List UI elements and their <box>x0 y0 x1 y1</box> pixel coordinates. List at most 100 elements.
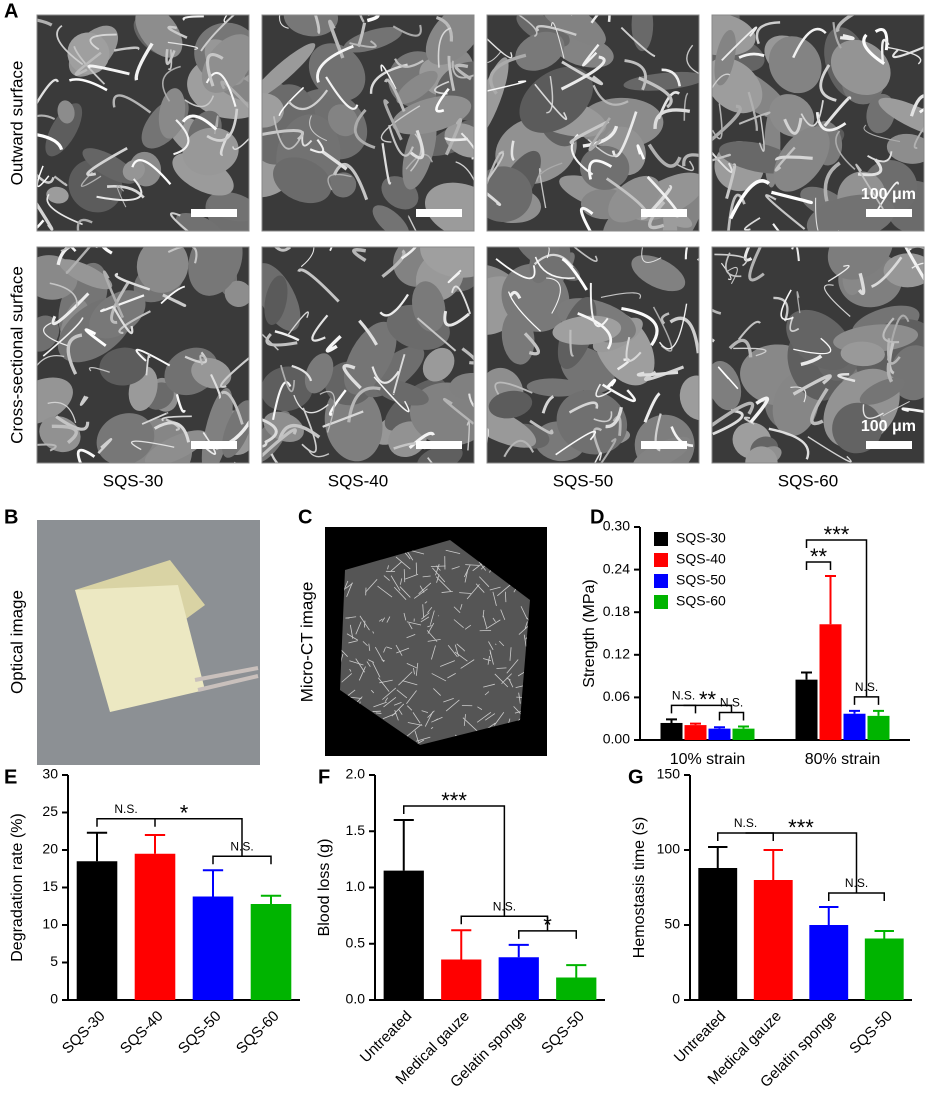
significance-bracket <box>670 704 697 714</box>
sem-edge <box>394 58 424 68</box>
significance-label: ** <box>810 544 828 569</box>
sem-edge <box>468 393 474 409</box>
sem-edge <box>316 44 354 83</box>
sem-edge <box>800 100 824 127</box>
microct-fiber <box>407 722 423 726</box>
sem-edge <box>60 247 73 252</box>
microct-fiber <box>406 621 422 626</box>
sem-sheet <box>487 57 509 139</box>
microct-fiber <box>427 638 441 642</box>
microct-fiber <box>500 609 506 621</box>
microct-fiber <box>466 584 480 600</box>
sem-edge <box>55 415 90 431</box>
sem-edge <box>712 151 733 174</box>
microct-fiber <box>398 671 413 686</box>
sem-edge <box>262 418 278 444</box>
sem-edge <box>311 314 329 342</box>
sem-edge <box>262 428 297 458</box>
microct-fiber <box>483 615 488 628</box>
y-axis-label: Degradation rate (%) <box>9 813 26 962</box>
sem-edge <box>220 356 249 388</box>
sem-edge <box>611 111 638 158</box>
sem-edge <box>863 124 901 143</box>
significance-label: N.S. <box>672 689 695 703</box>
sem-sheet <box>324 384 383 462</box>
sem-edge <box>287 89 329 111</box>
sem-edge <box>56 247 98 266</box>
sem-sheet <box>201 34 249 93</box>
sem-edge <box>184 351 208 364</box>
sem-edge <box>232 137 249 151</box>
microct-fiber <box>346 582 353 597</box>
sem-edge <box>862 33 886 66</box>
error-bar <box>819 906 839 925</box>
sem-edge <box>206 108 239 142</box>
microct-fiber <box>524 621 528 629</box>
sem-edge <box>358 319 379 346</box>
microct-fiber <box>430 727 434 729</box>
x-tick-label: 10% strain <box>670 751 746 768</box>
sem-sheet <box>57 100 75 124</box>
sem-sheet <box>122 159 145 181</box>
legend-label: SQS-30 <box>676 530 726 546</box>
sem-edge <box>647 143 682 168</box>
sem-edge <box>880 38 890 63</box>
sem-sheet <box>712 360 742 411</box>
sem-edge <box>384 78 406 112</box>
microct-label: Micro-CT image <box>297 582 316 703</box>
sem-edge <box>503 439 535 458</box>
sem-edge <box>712 103 723 140</box>
sem-edge <box>286 311 309 336</box>
sem-sheet <box>136 247 189 293</box>
sem-edge <box>153 421 191 443</box>
microct-fiber <box>445 699 460 712</box>
sem-edge <box>68 78 108 92</box>
sem-edge <box>37 78 59 105</box>
microct-fiber <box>485 619 501 630</box>
microct-fiber <box>465 564 479 566</box>
sem-edge <box>110 281 130 324</box>
microct-fiber <box>464 624 472 630</box>
microct-fiber <box>393 586 407 600</box>
sem-edge <box>546 277 561 314</box>
sem-edge <box>487 80 527 92</box>
sem-edge <box>173 119 190 156</box>
y-tick-label: 10 <box>42 916 58 932</box>
scale-bar <box>416 441 462 449</box>
sem-frame <box>36 14 250 232</box>
microct-fiber <box>460 659 475 669</box>
error-bar <box>738 725 749 729</box>
sem-edge <box>536 162 563 182</box>
microct-fiber <box>454 651 468 662</box>
microct-fiber <box>402 680 418 686</box>
sem-edge <box>170 212 190 231</box>
error-bar <box>144 834 166 854</box>
sem-edge <box>569 329 575 357</box>
microct-fiber <box>364 620 366 628</box>
sem-sheet <box>577 97 664 149</box>
sem-edge <box>658 303 688 350</box>
microct-fiber <box>498 640 505 647</box>
bar <box>843 713 866 740</box>
sem-edge <box>874 181 899 214</box>
microct-fiber <box>362 641 368 647</box>
sem-edge <box>359 15 365 23</box>
sem-sheet <box>67 32 110 75</box>
panel-letter: G <box>628 766 644 788</box>
sem-edge <box>112 306 134 335</box>
sem-edge <box>466 421 470 451</box>
sem-edge <box>835 130 856 170</box>
sem-edge <box>643 392 661 423</box>
sem-frame <box>486 14 700 232</box>
sem-edge <box>86 147 128 177</box>
sem-sheet <box>343 321 397 395</box>
sem-edge <box>116 184 127 208</box>
scale-bar <box>191 209 237 217</box>
sem-edge <box>661 68 681 87</box>
sem-edge <box>815 111 847 132</box>
sem-edge <box>134 42 154 81</box>
sem-edge <box>200 15 236 52</box>
significance-bracket <box>717 832 774 841</box>
sem-edge <box>328 389 347 416</box>
sem-edge <box>454 63 472 81</box>
